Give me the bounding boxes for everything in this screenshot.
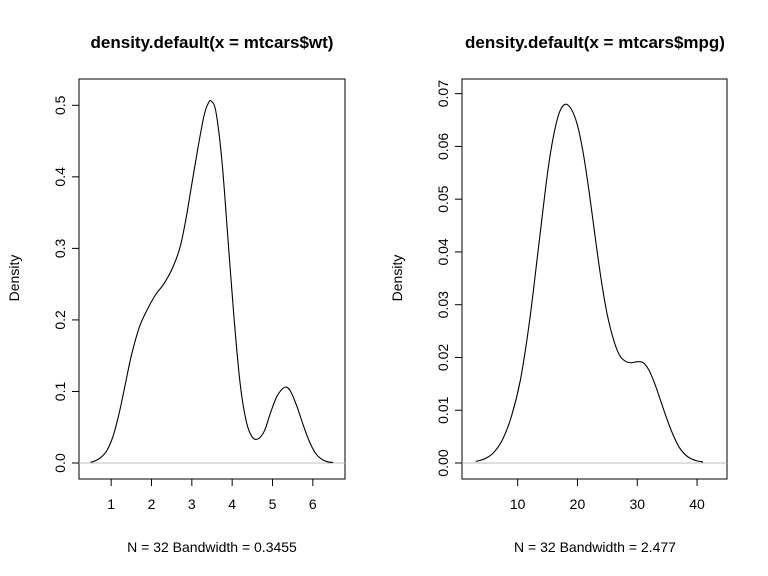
x-tick-label: 20 (570, 496, 586, 512)
x-tick-label: 6 (309, 496, 317, 512)
density-curve (90, 99, 334, 464)
x-tick-label: 2 (148, 496, 156, 512)
x-tick-label: 1 (107, 496, 115, 512)
y-tick-label: 0.5 (52, 95, 68, 115)
chart-title: density.default(x = mtcars$mpg) (465, 33, 725, 52)
x-tick-label: 5 (269, 496, 277, 512)
y-tick-label: 0.03 (435, 291, 451, 318)
y-axis: 0.00 0.01 0.02 0.03 0.04 0.05 0.06 0.07 (435, 80, 463, 477)
y-axis: 0.0 0.1 0.2 0.3 0.4 0.5 (52, 95, 80, 473)
plot-box (461, 78, 728, 480)
y-axis-label: Density (6, 255, 22, 302)
x-tick-label: 10 (510, 496, 526, 512)
y-tick-label: 0.06 (435, 133, 451, 160)
y-tick-label: 0.4 (52, 167, 68, 187)
y-tick-label: 0.1 (52, 382, 68, 402)
y-tick-label: 0.3 (52, 238, 68, 258)
y-tick-label: 0.0 (52, 453, 68, 473)
y-tick-label: 0.04 (435, 238, 451, 265)
x-axis-label: N = 32 Bandwidth = 2.477 (514, 539, 676, 555)
plot-box (78, 78, 346, 480)
chart-title: density.default(x = mtcars$wt) (91, 33, 334, 52)
y-tick-label: 0.02 (435, 344, 451, 371)
x-tick-label: 30 (629, 496, 645, 512)
y-tick-label: 0.01 (435, 396, 451, 423)
x-axis-label: N = 32 Bandwidth = 0.3455 (127, 539, 297, 555)
y-tick-label: 0.07 (435, 80, 451, 107)
density-panel-mpg: density.default(x = mtcars$mpg) N = 32 B… (389, 33, 728, 555)
x-tick-label: 40 (689, 496, 705, 512)
x-axis: 10 20 30 40 (510, 478, 705, 512)
x-axis: 1 2 3 4 5 6 (107, 478, 317, 512)
y-tick-label: 0.2 (52, 310, 68, 330)
y-tick-label: 0.00 (435, 449, 451, 476)
density-curve (475, 103, 704, 463)
density-panel-wt: density.default(x = mtcars$wt) N = 32 Ba… (6, 33, 346, 555)
x-tick-label: 3 (188, 496, 196, 512)
y-tick-label: 0.05 (435, 185, 451, 212)
y-axis-label: Density (389, 255, 405, 302)
x-tick-label: 4 (228, 496, 236, 512)
